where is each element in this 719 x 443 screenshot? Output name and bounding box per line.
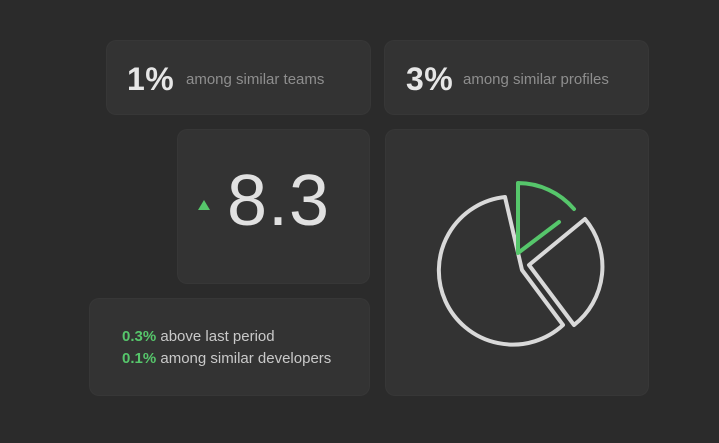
profiles-percentage: 3% bbox=[406, 61, 454, 97]
stat-card-similar-profiles: 3% among similar profiles bbox=[384, 40, 649, 115]
pie-right-slice bbox=[527, 217, 605, 327]
detail-above-last-period: 0.3% above last period bbox=[122, 328, 275, 345]
pie-main-slice bbox=[436, 195, 565, 347]
pie-accent-slice bbox=[516, 181, 576, 255]
details-card: 0.3% above last period 0.1% among simila… bbox=[89, 298, 370, 396]
detail-highlight: 0.3% bbox=[122, 328, 157, 345]
pie-chart-exploded-icon bbox=[436, 181, 605, 347]
teams-percentage-label: among similar teams bbox=[186, 71, 325, 88]
chart-card bbox=[385, 129, 649, 396]
teams-percentage: 1% bbox=[127, 61, 175, 97]
detail-similar-developers: 0.1% among similar developers bbox=[122, 350, 331, 367]
score-card: 8.3 bbox=[177, 129, 370, 284]
score-value: 8.3 bbox=[227, 161, 331, 241]
detail-text: among similar developers bbox=[156, 350, 332, 367]
detail-text: above last period bbox=[156, 328, 275, 345]
profiles-percentage-label: among similar profiles bbox=[463, 71, 609, 88]
stat-card-similar-teams: 1% among similar teams bbox=[106, 40, 371, 115]
triangle-up-icon bbox=[198, 200, 210, 210]
detail-highlight: 0.1% bbox=[122, 350, 157, 367]
